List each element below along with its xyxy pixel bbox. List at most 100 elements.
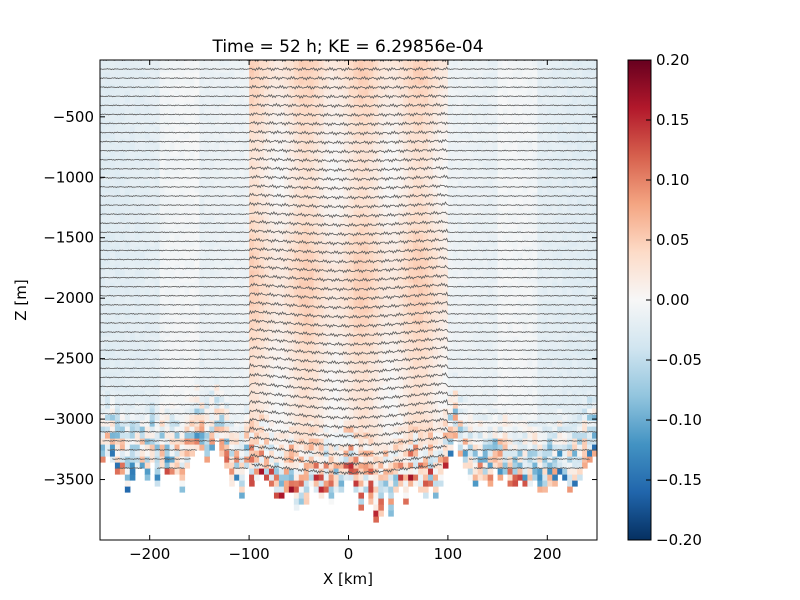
field-cell	[154, 204, 161, 211]
field-cell	[293, 318, 300, 325]
field-cell	[393, 60, 399, 67]
field-cell	[224, 132, 230, 139]
field-cell	[358, 378, 365, 385]
field-cell	[278, 204, 285, 211]
field-cell	[144, 366, 151, 373]
field-cell	[214, 150, 220, 157]
field-cell	[353, 354, 360, 361]
field-cell	[149, 420, 156, 427]
field-cell	[393, 354, 399, 361]
field-cell	[348, 126, 355, 133]
field-cell	[303, 198, 310, 205]
field-cell	[278, 384, 285, 391]
field-cell	[328, 264, 335, 271]
field-cell	[378, 336, 384, 343]
field-cell	[219, 330, 225, 337]
field-cell	[199, 426, 205, 433]
field-cell	[428, 114, 434, 121]
field-cell	[154, 150, 161, 157]
field-cell	[199, 72, 205, 79]
field-cell	[278, 348, 285, 355]
field-cell	[408, 174, 414, 181]
field-cell	[333, 348, 340, 355]
field-cell	[268, 378, 275, 385]
field-cell	[298, 354, 305, 361]
field-cell	[214, 330, 220, 337]
field-cell	[209, 342, 215, 349]
field-cell	[388, 498, 394, 505]
field-cell	[273, 348, 280, 355]
field-cell	[164, 312, 171, 319]
field-cell	[100, 270, 106, 277]
field-cell	[437, 258, 444, 265]
field-cell	[328, 474, 335, 481]
field-cell	[268, 78, 275, 85]
field-cell	[199, 150, 205, 157]
field-cell	[254, 72, 260, 79]
field-cell	[298, 192, 305, 199]
field-cell	[124, 198, 131, 205]
field-cell	[353, 366, 360, 373]
field-cell	[124, 378, 131, 385]
field-cell	[249, 264, 255, 271]
field-cell	[224, 414, 230, 421]
field-cell	[144, 384, 151, 391]
field-cell	[224, 294, 230, 301]
field-cell	[308, 426, 315, 433]
field-cell	[338, 282, 345, 289]
field-cell	[273, 456, 280, 463]
field-cell	[333, 336, 340, 343]
field-cell	[323, 402, 330, 409]
field-cell	[388, 132, 394, 139]
field-cell	[423, 312, 429, 319]
field-cell	[273, 294, 280, 301]
field-cell	[378, 318, 384, 325]
field-cell	[288, 96, 295, 103]
field-cell	[199, 96, 205, 103]
field-cell	[199, 240, 205, 247]
field-cell	[189, 378, 196, 385]
field-cell	[423, 294, 429, 301]
field-cell	[104, 228, 111, 235]
field-cell	[209, 96, 215, 103]
field-cell	[343, 252, 350, 259]
field-cell	[353, 420, 360, 427]
field-cell	[432, 114, 439, 121]
field-cell	[398, 132, 404, 139]
field-cell	[109, 378, 116, 385]
field-cell	[229, 444, 235, 451]
field-cell	[224, 216, 230, 223]
field-cell	[244, 294, 250, 301]
field-cell	[194, 246, 200, 253]
field-cell	[368, 228, 374, 235]
field-cell	[333, 234, 340, 241]
field-cell	[373, 516, 379, 523]
field-cell	[293, 168, 300, 175]
field-cell	[437, 450, 444, 457]
field-cell	[318, 114, 325, 121]
field-cell	[358, 372, 365, 379]
field-cell	[144, 324, 151, 331]
field-cell	[244, 366, 250, 373]
field-cell	[149, 336, 156, 343]
field-cell	[273, 72, 280, 79]
field-cell	[403, 240, 409, 247]
field-cell	[308, 474, 315, 481]
field-cell	[179, 330, 186, 337]
field-cell	[159, 96, 166, 103]
field-cell	[338, 174, 345, 181]
field-cell	[368, 210, 374, 217]
field-cell	[159, 168, 166, 175]
field-cell	[333, 192, 340, 199]
field-cell	[273, 132, 280, 139]
field-cell	[174, 336, 181, 343]
field-cell	[259, 324, 265, 331]
field-cell	[149, 354, 156, 361]
field-cell	[403, 84, 409, 91]
field-cell	[293, 438, 300, 445]
field-cell	[432, 474, 439, 481]
field-cell	[174, 180, 181, 187]
field-cell	[328, 306, 335, 313]
field-cell	[363, 390, 369, 397]
field-cell	[119, 228, 126, 235]
